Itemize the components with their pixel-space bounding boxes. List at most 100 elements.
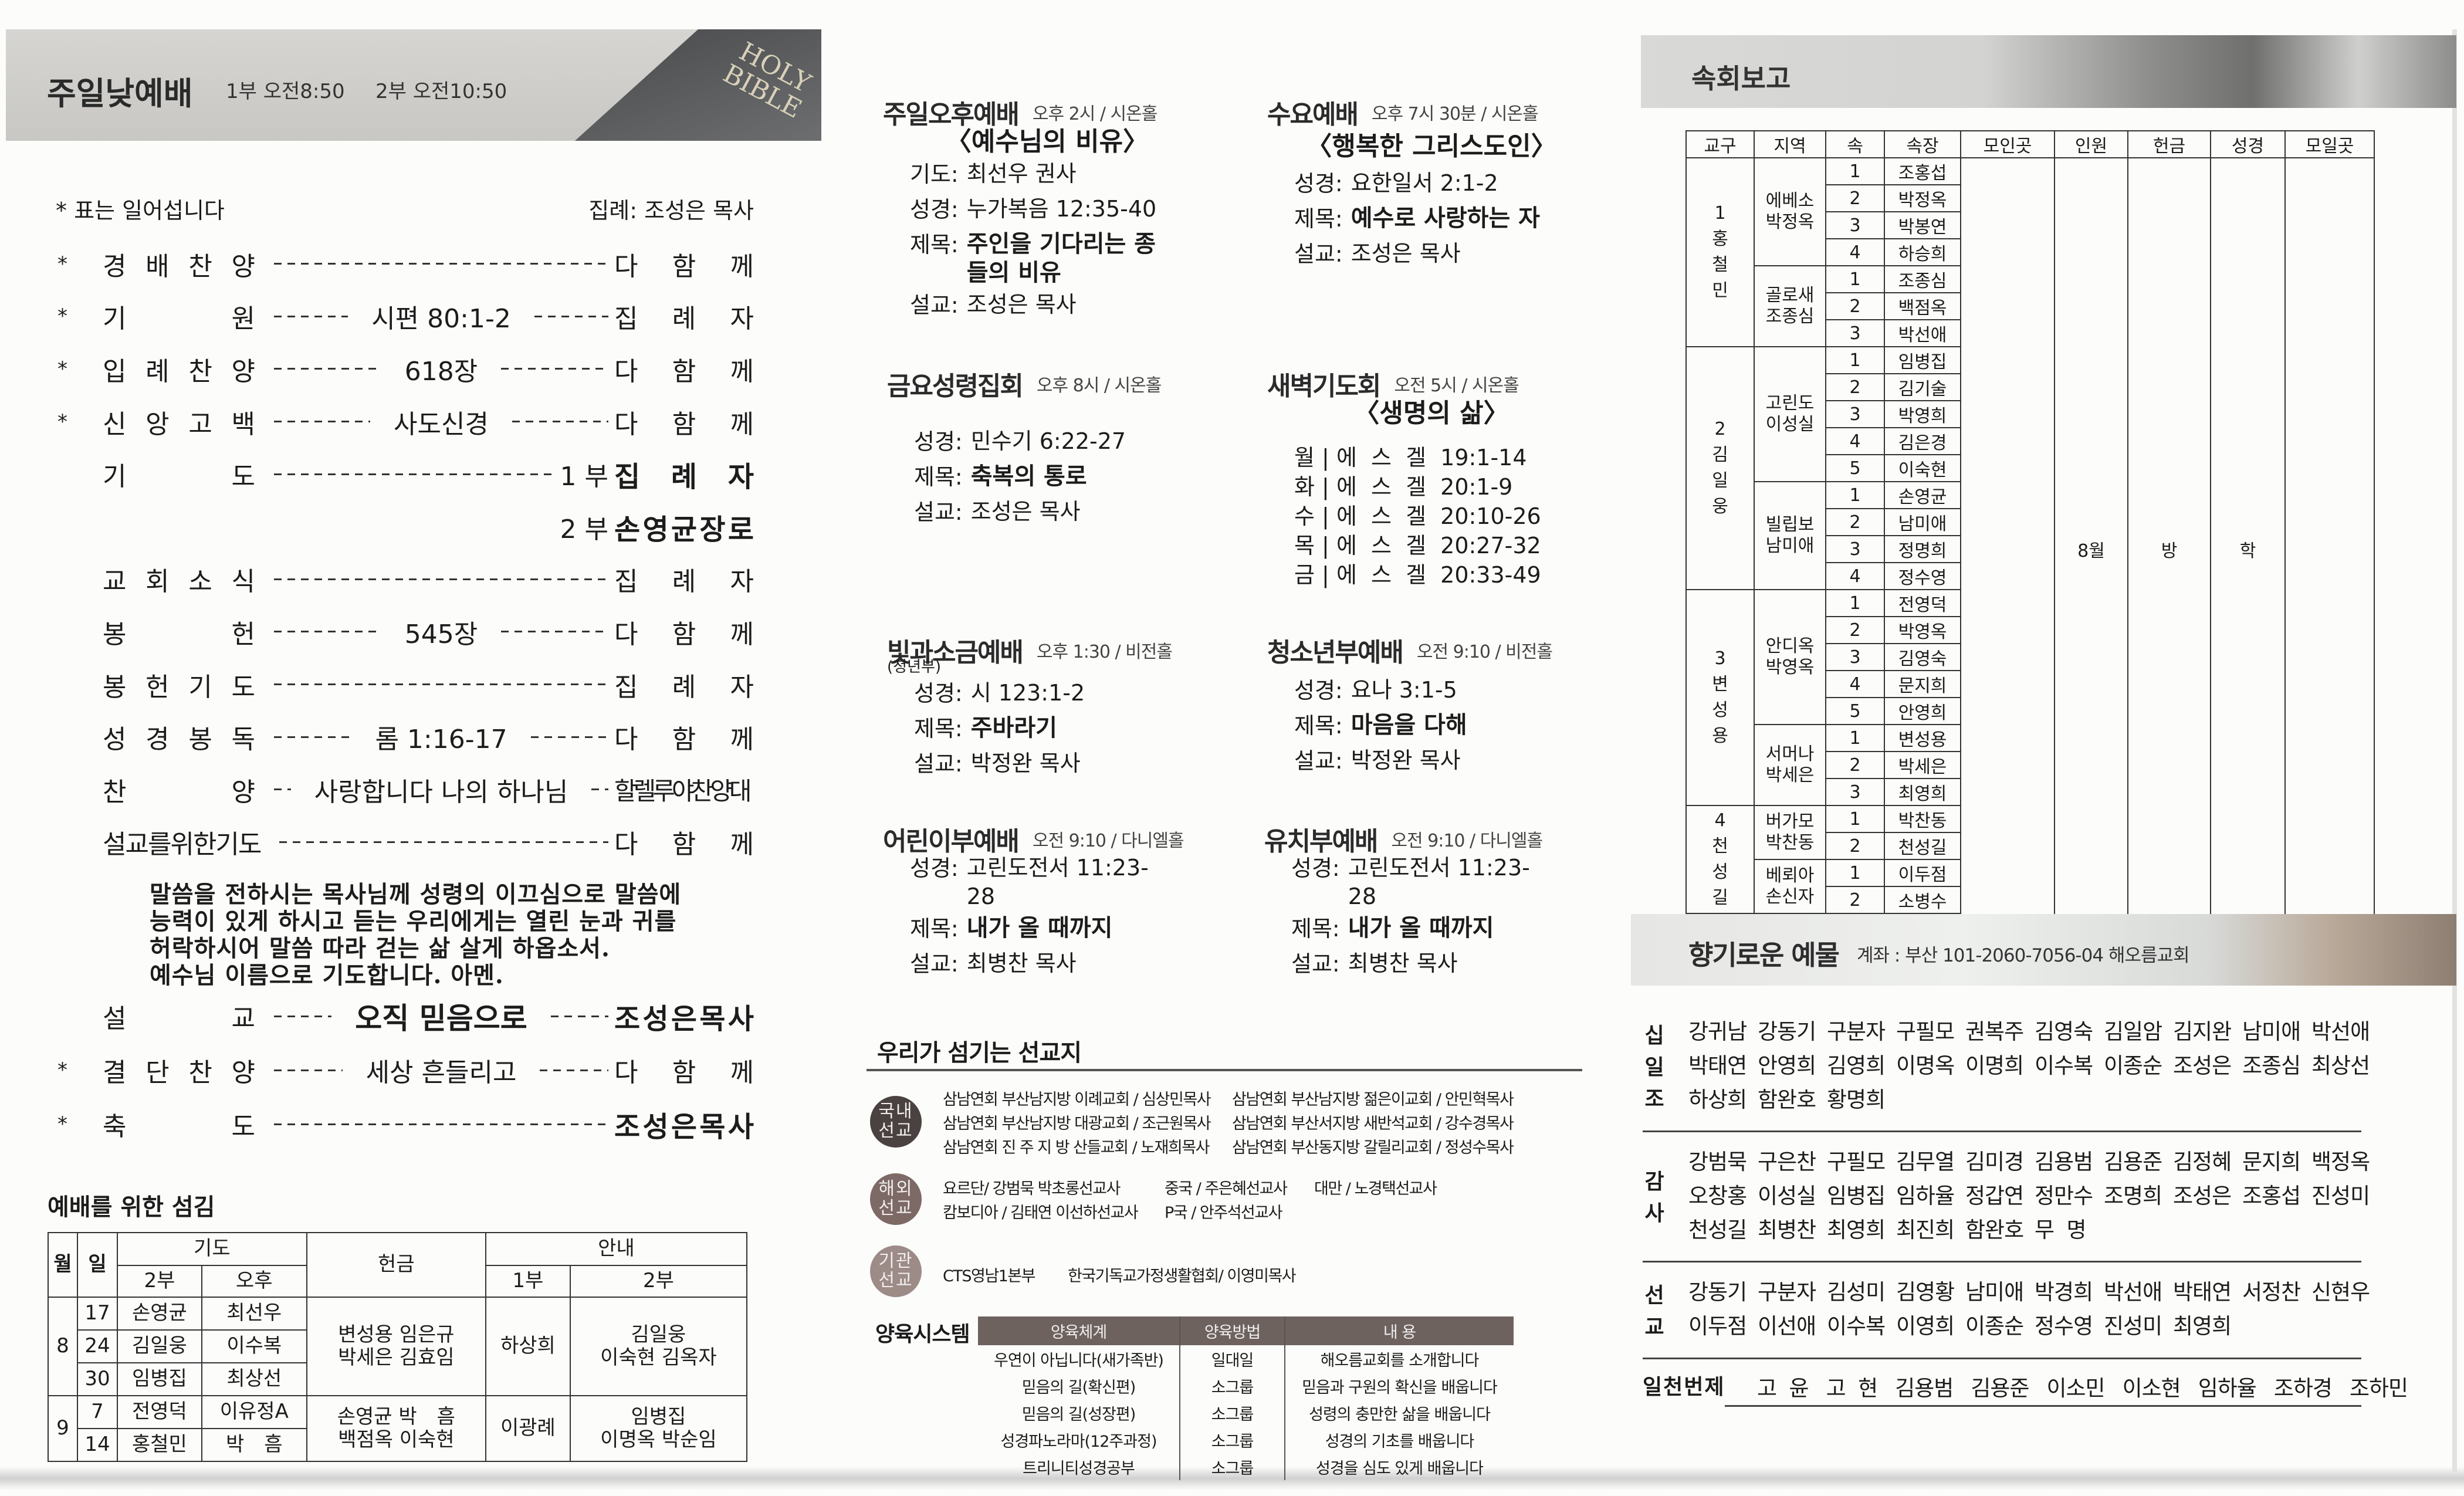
detail-line: 성경: 요한일서 2:1-2: [1294, 166, 1619, 201]
table-cell: 성경의 기초를 배웁니다: [1284, 1426, 1514, 1453]
class-leader: 박세은: [1884, 751, 1961, 779]
donor-name: 김영황: [1896, 1280, 1955, 1305]
name-line: 이명옥 박순임: [600, 1428, 717, 1451]
donor-name: 조성은: [2173, 1183, 2232, 1209]
service-theme: 〈생명의 삶〉: [1353, 398, 1509, 428]
service-block: 금요성령집회 오후 8시 / 시온홀 성경: 민수기 6:22-27 제목: 축복의 통로…: [887, 368, 1239, 530]
donor-name: 조홍섭: [2242, 1183, 2301, 1209]
reading-book: 에 스 겔: [1336, 474, 1427, 500]
region-cell: 빌립보 남미애: [1754, 481, 1826, 590]
donor-name: 황명희: [1827, 1087, 1886, 1112]
region-leader: 박영옥: [1765, 657, 1815, 678]
service-heading: 어린이부예배 오전 9:10 / 다니엘홀: [883, 824, 1235, 857]
donor-name: 구필모: [1827, 1149, 1886, 1175]
header-row: 양육체계 양육방법 내 용: [978, 1316, 1514, 1345]
service-time: 오후 1:30 / 비전홀: [1036, 642, 1173, 662]
dashed-leader: [274, 1123, 608, 1125]
reading-line: 월 | 에 스 겔 19:1-14: [1294, 443, 1619, 472]
region-name: 안디옥: [1765, 636, 1815, 656]
mission-item: 요르단/ 강범묵 박초롱선교사: [943, 1180, 1121, 1198]
mission-item: 삼남연회 부산남지방 대광교회 / 조근원목사: [943, 1115, 1211, 1133]
detail-value: 내가 올 때까지: [1348, 915, 1494, 942]
table-row: 3 김영숙: [1686, 643, 2374, 671]
detail-value: 조성은 목사: [970, 499, 1081, 524]
badge-text: 선교: [878, 1270, 913, 1291]
detail-value: 요나 3:1-5: [1351, 677, 1457, 703]
table-row: 성경파노라마(12주과정) 소그룹 성경의 기초를 배웁니다: [978, 1426, 1514, 1453]
order-content: 오직 믿음으로: [355, 1001, 527, 1036]
prayer-line: 허락하시어 말씀 따라 걷는 삶 살게 하옵소서.: [150, 935, 610, 963]
table-row: 2 천성길: [1686, 832, 2374, 860]
table-cell: 이유정A: [201, 1395, 307, 1429]
donor-name: 이명옥: [1896, 1053, 1955, 1078]
class-number: 2: [1825, 886, 1885, 914]
donor-name: 김지완: [2173, 1019, 2232, 1044]
service-title: 수요예배: [1267, 100, 1359, 130]
detail-line: 성경: 고린도전서 11:23-28: [910, 851, 1235, 911]
order-row: 찬 양 사랑합니다 나의 하나님 할렐루야찬양대: [53, 763, 754, 816]
service-title: 금요성령집회: [887, 371, 1024, 401]
order-middle: 세상 흔들리고: [255, 1051, 614, 1089]
class-leader: 박영옥: [1884, 616, 1961, 644]
service-part: 1 부: [560, 462, 608, 492]
offering-category: 십 일 조 강귀남 강동기 구분자 구필모 권복주 김영숙 김일암 김지완 남미애 박선애 박태연 안영희 김…: [1643, 1015, 2370, 1132]
reading-day: 수: [1294, 503, 1315, 529]
reading-day: 금: [1294, 562, 1315, 588]
table-row: 3 변 성 용 안디옥 박영옥 1 전영덕: [1685, 589, 2374, 806]
detail-value: 박정완 목사: [1351, 747, 1461, 773]
column-header: 양육방법: [1179, 1316, 1285, 1345]
donor-name: 진성미: [2104, 1314, 2162, 1339]
mission-item: 삼남연회 부산남지방 젊은이교회 / 안민혁목사: [1232, 1091, 1514, 1109]
column-header: 성경: [2210, 130, 2286, 158]
service-title: 어린이부예배: [883, 827, 1020, 857]
donor-name: 박선애: [2311, 1019, 2370, 1044]
order-middle: 1 부: [255, 455, 614, 493]
table-row: 4 천 성 길 버가모 박찬동 1 박찬동: [1685, 805, 2374, 914]
month-cell: 9: [48, 1395, 78, 1462]
badge-text: 선교: [878, 1121, 913, 1141]
donor-name: 임하율: [1896, 1183, 1955, 1209]
detail-value: 고린도전서 11:23-28: [966, 855, 1149, 909]
table-cell: 손영균: [116, 1297, 202, 1331]
donor-name: 강범묵: [1688, 1149, 1747, 1175]
region-cell: 버가모 박찬동: [1754, 805, 1826, 860]
region-name: 고린도: [1765, 393, 1815, 414]
district-number: 1: [1714, 203, 1726, 224]
table-row: 5 안영희: [1686, 697, 2374, 725]
class-leader: 임병집: [1884, 346, 1961, 374]
donor-name: 김용준: [2104, 1149, 2162, 1175]
dashed-leader: [501, 368, 608, 370]
order-middle: 오직 믿음으로: [255, 995, 614, 1037]
detail-key: 설교:: [1294, 748, 1343, 774]
class-number: 1: [1825, 589, 1885, 617]
detail-key: 설교:: [914, 499, 963, 525]
separator: |: [1314, 562, 1336, 588]
reading-ref: 19:1-14: [1440, 445, 1527, 471]
standing-marker: *: [57, 1112, 67, 1136]
service-block: 청소년부예배 오전 9:10 / 비전홀 성경: 요나 3:1-5 제목: 마음을 다해 설…: [1267, 635, 1619, 779]
class-leader: 이두점: [1884, 859, 1961, 887]
donor-name: 조하경: [2273, 1376, 2333, 1401]
usher-cell: 하상희: [485, 1297, 571, 1396]
class-number: 5: [1825, 697, 1885, 725]
region-name: 빌립보: [1765, 515, 1815, 535]
region-name: 버가모: [1765, 811, 1815, 832]
table-row: 4 문지희: [1686, 670, 2374, 698]
detail-key: 제목:: [1291, 916, 1340, 942]
service-title: 유치부예배: [1264, 827, 1378, 857]
class-number: 3: [1825, 535, 1885, 563]
donor-name: 박선애: [2104, 1280, 2162, 1305]
missions-title: 우리가 섬기는 선교지: [877, 1040, 1082, 1067]
order-content: 시편 80:1-2: [371, 304, 511, 334]
column-header: 속: [1825, 130, 1885, 158]
